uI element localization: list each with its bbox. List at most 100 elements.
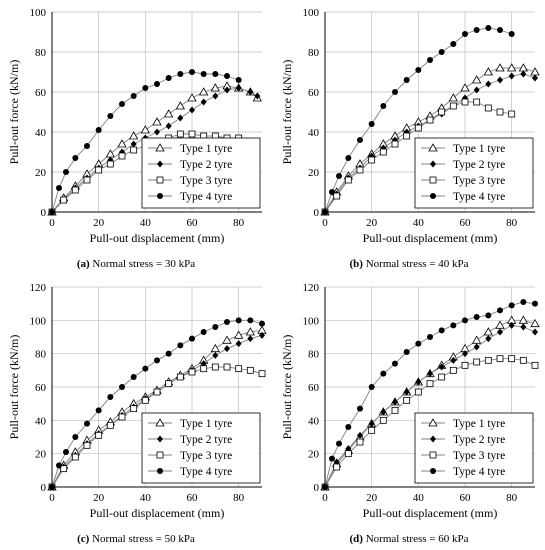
data-point bbox=[200, 98, 207, 106]
x-tick-label: 20 bbox=[93, 217, 105, 229]
data-point bbox=[427, 334, 433, 340]
data-point bbox=[72, 434, 79, 440]
legend-marker bbox=[156, 176, 164, 184]
data-point bbox=[177, 114, 184, 122]
data-point bbox=[483, 327, 494, 336]
legend-marker bbox=[430, 435, 436, 443]
data-point bbox=[329, 189, 335, 195]
data-point bbox=[83, 441, 91, 449]
data-point bbox=[95, 166, 103, 174]
legend-label: Type 2 tyre bbox=[453, 159, 505, 171]
data-point bbox=[177, 342, 184, 349]
legend-marker bbox=[155, 418, 165, 427]
legend-marker bbox=[156, 451, 164, 459]
data-point bbox=[356, 438, 364, 446]
data-point bbox=[508, 72, 515, 80]
x-tick-label: 40 bbox=[413, 217, 425, 229]
legend-label: Type 4 tyre bbox=[453, 466, 505, 478]
data-point bbox=[449, 102, 457, 110]
data-point bbox=[508, 110, 516, 118]
x-axis-label: Pull-out displacement (mm) bbox=[90, 231, 225, 245]
data-point bbox=[403, 132, 411, 140]
y-axis-label: Pull-out force (kN/m) bbox=[7, 60, 21, 165]
y-axis-label: Pull-out force (kN/m) bbox=[280, 335, 294, 440]
x-tick-label: 40 bbox=[140, 492, 152, 504]
x-tick-label: 80 bbox=[233, 217, 245, 229]
data-point bbox=[414, 124, 422, 132]
data-point bbox=[471, 75, 482, 84]
caption-d: (d) Normal stress = 60 kPa bbox=[273, 533, 545, 545]
data-point bbox=[235, 365, 243, 373]
x-tick-label: 40 bbox=[413, 492, 425, 504]
caption-a-label: (a) bbox=[76, 258, 90, 270]
data-point bbox=[106, 160, 114, 168]
data-point bbox=[519, 356, 527, 364]
chart-a: 0 20 40 60 80 100 0 20 40 60 80 Pull-out displaceme… bbox=[7, 7, 263, 245]
data-point bbox=[508, 355, 516, 363]
legend-label: Type 1 tyre bbox=[453, 418, 505, 430]
y-axis-label: Pull-out force (kN/m) bbox=[7, 335, 21, 440]
data-point bbox=[345, 424, 352, 430]
data-point bbox=[222, 335, 232, 344]
panel-a: 0 20 40 60 80 100 0 20 40 60 80 Pull-out displaceme… bbox=[0, 0, 272, 275]
data-point bbox=[128, 131, 139, 140]
data-point bbox=[485, 335, 492, 343]
y-tick-label: 0 bbox=[41, 207, 47, 219]
data-point bbox=[508, 31, 515, 37]
data-point bbox=[333, 192, 341, 200]
y-tick-label: 0 bbox=[41, 482, 47, 494]
data-point bbox=[495, 63, 505, 72]
data-point bbox=[438, 108, 446, 116]
data-point bbox=[235, 317, 242, 324]
data-point bbox=[72, 155, 79, 161]
data-point bbox=[427, 57, 433, 63]
data-point bbox=[189, 106, 195, 114]
data-point bbox=[357, 431, 363, 439]
data-point bbox=[336, 440, 342, 447]
x-tick-label: 0 bbox=[49, 217, 55, 229]
legend-label: Type 3 tyre bbox=[453, 450, 505, 462]
legend-marker bbox=[155, 143, 165, 152]
y-tick-label: 120 bbox=[303, 282, 320, 294]
data-point bbox=[56, 185, 62, 191]
data-point bbox=[176, 130, 184, 138]
legend-marker bbox=[157, 193, 163, 199]
data-point bbox=[497, 76, 503, 84]
data-point bbox=[224, 345, 230, 353]
data-point bbox=[484, 356, 492, 364]
y-tick-label: 20 bbox=[308, 449, 320, 461]
data-point bbox=[200, 329, 207, 335]
data-point bbox=[403, 388, 410, 396]
x-tick-label: 20 bbox=[93, 492, 105, 504]
data-point bbox=[450, 322, 457, 329]
data-point bbox=[107, 113, 114, 119]
data-point bbox=[60, 196, 68, 204]
data-point bbox=[344, 176, 352, 184]
legend: Type 1 tyre Type 2 tyre Type 3 tyre Type 4 … bbox=[141, 137, 261, 209]
data-point bbox=[485, 80, 492, 88]
data-point bbox=[130, 374, 137, 380]
y-axis-label: Pull-out force (kN/m) bbox=[280, 60, 294, 165]
data-point bbox=[247, 88, 254, 96]
series-3 bbox=[321, 355, 539, 491]
data-point bbox=[130, 93, 137, 99]
caption-c-text: Normal stress = 50 kPa bbox=[92, 533, 195, 545]
data-point bbox=[212, 71, 219, 77]
legend-marker bbox=[430, 468, 436, 474]
legend-label: Type 4 tyre bbox=[180, 191, 232, 203]
data-point bbox=[520, 70, 527, 78]
data-point bbox=[198, 87, 209, 96]
y-tick-label: 60 bbox=[35, 87, 47, 99]
data-point bbox=[142, 365, 149, 372]
y-tick-label: 100 bbox=[303, 7, 320, 19]
data-point bbox=[449, 366, 457, 374]
data-point bbox=[368, 420, 375, 428]
x-tick-label: 20 bbox=[366, 217, 378, 229]
y-tick-label: 100 bbox=[303, 315, 320, 327]
data-point bbox=[473, 343, 480, 351]
data-point bbox=[485, 312, 492, 319]
data-point bbox=[508, 321, 515, 329]
data-point bbox=[259, 320, 265, 327]
legend-label: Type 4 tyre bbox=[453, 191, 505, 203]
data-point bbox=[165, 75, 172, 81]
